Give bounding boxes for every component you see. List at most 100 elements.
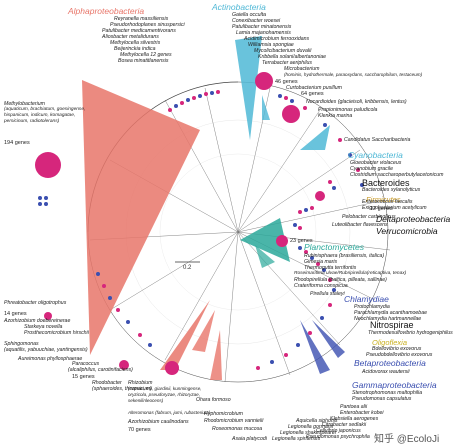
- actino-46-bubble: [255, 72, 273, 90]
- taxon-label: Methylocella silvestris: [110, 40, 161, 46]
- planct-wedge: [240, 218, 290, 262]
- taxon-label: Rhodopirellula (baltica, pilleata, salli…: [294, 277, 387, 283]
- taxon-label: Pseudomonas capsulatus: [352, 396, 412, 402]
- taxon-label: Stenotrophomonas maltophilia: [352, 390, 423, 396]
- taxon-label: Mycolicibacterium duvalii: [254, 48, 312, 54]
- group-firmicutes: Firmicutes: [366, 195, 401, 204]
- actino-64-bubble: [282, 105, 300, 123]
- gamma-wedge: [300, 320, 330, 374]
- taxon-label: Legionella spiritensis: [272, 436, 321, 442]
- taxon-label: Parachlamydia acanthamoebae: [354, 310, 427, 316]
- taxon-label: Klenkia marina: [318, 113, 353, 119]
- taxon-label: Citrobacter sedlakii: [322, 422, 367, 428]
- alpha-wedge-large: [82, 80, 200, 355]
- taxon-label: Paracoccus: [72, 361, 100, 367]
- taxon-label: Rhodomicrobium vannielii: [204, 418, 264, 424]
- taxon-label: (sphaeroides, thermarum): [92, 386, 152, 392]
- taxon-label: Gloeobacter violaceus: [350, 160, 402, 166]
- gene-count: 14 genes: [4, 311, 27, 317]
- gene-count: 64 genes: [301, 91, 324, 97]
- taxon-label: (alcaliphilus, carotinifaciens): [68, 367, 133, 373]
- group-nitrospirae: Nitrospirae: [370, 320, 414, 330]
- taxon-label: Prosthecomicrobium hirschii: [24, 330, 89, 336]
- taxon-label: Clostridium saccharoperbutylacetonicum: [350, 172, 444, 178]
- taxon-label: Thermodesulfovibrio hydrogeniphilus: [368, 330, 453, 336]
- gene-count: 194 genes: [4, 140, 30, 146]
- actino-wedge-2: [262, 95, 270, 120]
- taxon-label: Rhodobacter: [92, 380, 122, 386]
- taxon-label: Alteromonas (fabrum, jumi, rubacterium): [128, 410, 211, 415]
- gene-count: 12 genes: [370, 206, 393, 212]
- group-cyanobacteria: Cyanobacteria: [348, 150, 403, 160]
- taxon-label: Acidimicrobium ferrooxidans: [244, 36, 310, 42]
- taxon-label: Rubinisphaera (brasiliensis, italica): [304, 253, 385, 259]
- group-deltaproteobacteria: Deltaproteobacteria: [376, 214, 451, 224]
- leaf-dots: [38, 90, 364, 370]
- taxon-label: Candidatus Saccharibacteria: [344, 137, 411, 143]
- group-planctomycetes: Planctomycetes: [304, 242, 364, 252]
- group-alphaproteobacteria: Alphaproteobacteria: [68, 6, 145, 16]
- taxon-label: Klebsiella aerogenes: [330, 416, 379, 422]
- taxon-label: Reyranella massiliensis: [114, 16, 169, 22]
- taxon-label: Methylobacterium: [4, 101, 45, 107]
- taxon-label: (hominis, hydrothermale, paraoxydans, sa…: [284, 72, 423, 77]
- group-chlamydiae: Chlamydiae: [344, 294, 389, 304]
- taxon-label: Pirellula staleyi: [310, 291, 345, 297]
- group-oligoflexia: Oligoflexia: [372, 338, 408, 347]
- watermark: 知乎 @EcoloJi: [374, 434, 440, 445]
- rhodobacter-wedge: [192, 310, 215, 352]
- taxon-label: Asaia platycodi: [232, 436, 267, 442]
- taxon-label: Roseomonas mucosa: [212, 426, 263, 432]
- taxon-label: Pseudorhodoplanes sinuspersici: [110, 22, 185, 28]
- taxon-label: Pantoea alii: [340, 404, 368, 410]
- taxon-label: Kribbella solani/albertanoniae: [258, 54, 327, 60]
- taxon-label: Exiguobacterium acetylicum: [362, 205, 427, 211]
- taxon-label: Microbacterium: [284, 66, 320, 72]
- taxon-label: Gimesia maris: [304, 259, 338, 265]
- proteo-arc: [237, 231, 389, 383]
- taxon-label: Patulibacter minatonensis: [232, 24, 292, 30]
- paracoccus-wedge: [160, 300, 210, 370]
- taxon-label: Cellvibrio japonicus: [316, 428, 361, 434]
- gene-count: 70 genes: [128, 427, 151, 433]
- taxon-label: Bacteroides xylanolyticus: [362, 187, 421, 193]
- scale-label: 0.2: [183, 265, 192, 271]
- group-actinobacteria: Actinobacteria: [212, 2, 266, 12]
- gene-count: 15 genes: [72, 374, 95, 380]
- rhizobium-70-bubble: [165, 361, 179, 375]
- taxon-label: Protochlamydia: [354, 304, 390, 310]
- taxon-label: Enterobacter kobei: [340, 410, 384, 416]
- taxon-label: Ohara formoso: [196, 397, 231, 403]
- taxon-label: Terrabacter aeriphilus: [262, 60, 312, 66]
- taxon-label: Thermogutta terrifontis: [304, 265, 357, 271]
- taxon-label: Curtobacterium pusillum: [286, 85, 342, 91]
- taxon-label: Aquicella siphonis: [296, 418, 338, 424]
- gene-count: 46 genes: [275, 79, 298, 85]
- taxon-label: Enterococcus faecalis: [362, 199, 413, 205]
- taxon-label: Bdellovibrio exovorus: [372, 346, 422, 352]
- actino-wedge-1: [235, 36, 262, 140]
- paracoccus-15-bubble: [119, 360, 129, 370]
- taxon-label: Phreatobacter oligotrophus: [4, 300, 67, 306]
- taxon-label: Sphingomonas: [4, 341, 39, 347]
- taxon-label: Legionella gormanii: [288, 424, 333, 430]
- firmi-12-bubble: [315, 191, 325, 201]
- taxon-label: (aquatilis, yabuuchiae, yantingensis): [4, 347, 88, 353]
- planct-wedge-2: [255, 245, 275, 268]
- taxon-label: Hyphomicrobium: [204, 411, 243, 417]
- beta-wedge: [312, 320, 345, 358]
- taxon-label: (capsici, etli, giardinii, kunmingense, …: [128, 386, 202, 403]
- taxon-label: Pseudomonas psychrophila: [306, 434, 370, 440]
- taxon-label: Luteolibacter flavescens: [332, 222, 388, 228]
- taxon-label: Gaiella occulta: [232, 12, 267, 18]
- phreato-14-bubble: [44, 312, 52, 320]
- taxon-label: Crateriforma conspicua: [294, 283, 348, 289]
- group-verrucomicrobia: Verrucomicrobia: [376, 226, 438, 236]
- taxon-label: Propionimonas paludicola: [318, 107, 378, 113]
- taxon-label: Williamsia spongiae: [248, 42, 294, 48]
- taxon-label: Pseudobdellovibrio exovorus: [366, 352, 433, 358]
- taxon-label: (aquaticum, brachiatum, goesingense, his…: [4, 107, 86, 124]
- taxon-label: Neochlamydia hartmannellae: [354, 316, 422, 322]
- rhizobium-wedge: [210, 330, 222, 380]
- gene-count: 23 genes: [290, 238, 313, 244]
